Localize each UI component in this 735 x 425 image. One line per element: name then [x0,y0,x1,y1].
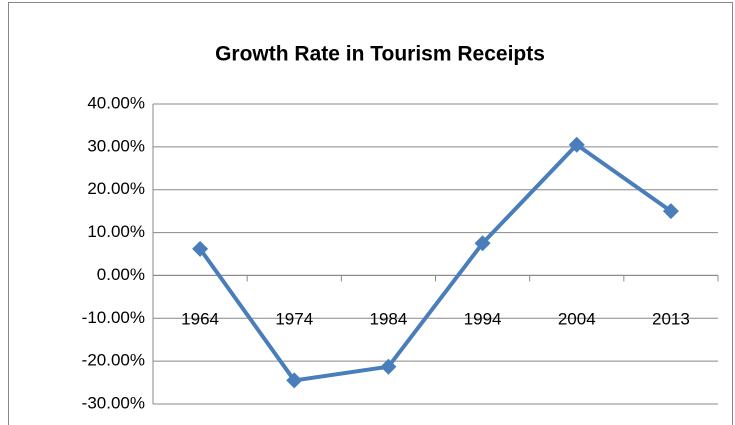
data-marker [474,235,491,252]
chart-title: Growth Rate in Tourism Receipts [215,43,545,66]
y-tick-label: 0.00% [97,265,145,284]
chart-border [8,2,733,425]
data-marker [286,372,303,389]
y-tick-label: 30.00% [87,136,145,155]
y-tick-label: 10.00% [87,222,145,241]
x-tick-label: 1994 [464,309,502,328]
data-marker [192,240,209,257]
x-tick-label: 1984 [370,309,408,328]
data-marker [662,203,679,220]
x-tick-label: 1964 [181,309,219,328]
y-tick-label: 40.00% [87,93,145,112]
x-tick-label: 1974 [275,309,313,328]
data-line [198,142,673,383]
y-tick-label: -10.00% [82,308,145,327]
data-marker [568,136,585,153]
data-marker [380,358,397,375]
x-tick-label: 2013 [652,309,690,328]
x-tick-label: 2004 [558,309,596,328]
y-tick-label: -30.00% [82,393,145,412]
y-tick-label: 20.00% [87,179,145,198]
y-tick-label: -20.00% [82,351,145,370]
